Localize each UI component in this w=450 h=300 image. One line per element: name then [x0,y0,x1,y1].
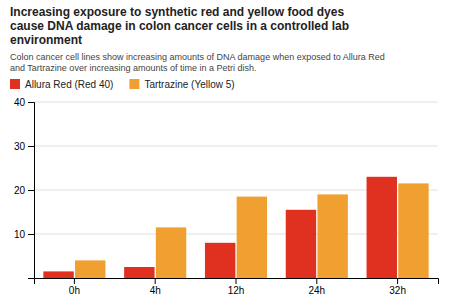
y-tick-label: 30 [14,141,26,152]
x-tick-label: 24h [308,285,325,296]
bars [43,177,428,278]
y-tick: 10 [14,229,34,240]
bar [286,210,316,278]
x-tick-label: 0h [69,285,80,296]
x-tick-label: 32h [389,285,406,296]
bar [367,177,397,278]
bar [156,227,186,278]
x-tick: 32h [389,278,406,296]
bar [398,183,428,278]
x-tick: 12h [228,278,245,296]
y-tick-label: 10 [14,229,26,240]
x-tick-mark [316,278,317,284]
grid-line [34,146,438,147]
bar-series [43,177,397,278]
y-tick: 30 [14,141,34,152]
legend-swatch [129,79,139,89]
bar [317,194,347,278]
bar [205,243,235,278]
y-tick: 20 [14,185,34,196]
text-line: cause DNA damage in colon cancer cells i… [10,19,349,33]
bar-series [75,183,429,278]
x-tick-mark [74,278,75,284]
x-axis-line [35,279,439,285]
title: Increasing exposure to synthetic red and… [10,5,349,47]
x-tick: 0h [69,278,80,296]
x-tick-mark [397,278,398,284]
y-tick: 40 [14,97,34,108]
x-tick-label: 4h [150,285,161,296]
y-tick-mark [28,190,34,191]
text-line: environment [10,33,82,47]
x-tick: 24h [308,278,325,296]
x-tick-mark [155,278,156,284]
bar [124,267,154,278]
text-line: Colon cancer cell lines show increasing … [10,52,385,62]
legend-label: Allura Red (Red 40) [25,79,113,90]
text-line: Increasing exposure to synthetic red and… [10,5,344,19]
x-axis: 0h 4h 12h 24h 32h [35,278,439,296]
x-tick-label: 12h [228,285,245,296]
y-axis: 10 20 30 40 [14,97,35,279]
text-line: and Tartrazine over increasing amounts o… [10,63,256,73]
grid-line [34,102,438,103]
subtitle: Colon cancer cell lines show increasing … [10,52,385,73]
y-tick-mark [28,234,34,235]
bar [237,197,267,278]
y-tick-label: 20 [14,185,26,196]
legend-label: Tartrazine (Yellow 5) [144,79,234,90]
x-tick-mark [236,278,237,284]
y-tick-label: 40 [14,97,26,108]
legend: Allura Red (Red 40) Tartrazine (Yellow 5) [10,79,235,90]
bar [75,260,105,278]
y-tick-mark [28,102,34,103]
chart: Increasing exposure to synthetic red and… [0,0,450,300]
x-tick: 4h [150,278,161,296]
bar [43,271,73,278]
plot: 10 20 30 40 0h 4h 12h 24h 32h [14,97,439,296]
y-axis-line [28,103,35,279]
y-tick-mark [28,146,34,147]
legend-swatch [10,79,20,89]
